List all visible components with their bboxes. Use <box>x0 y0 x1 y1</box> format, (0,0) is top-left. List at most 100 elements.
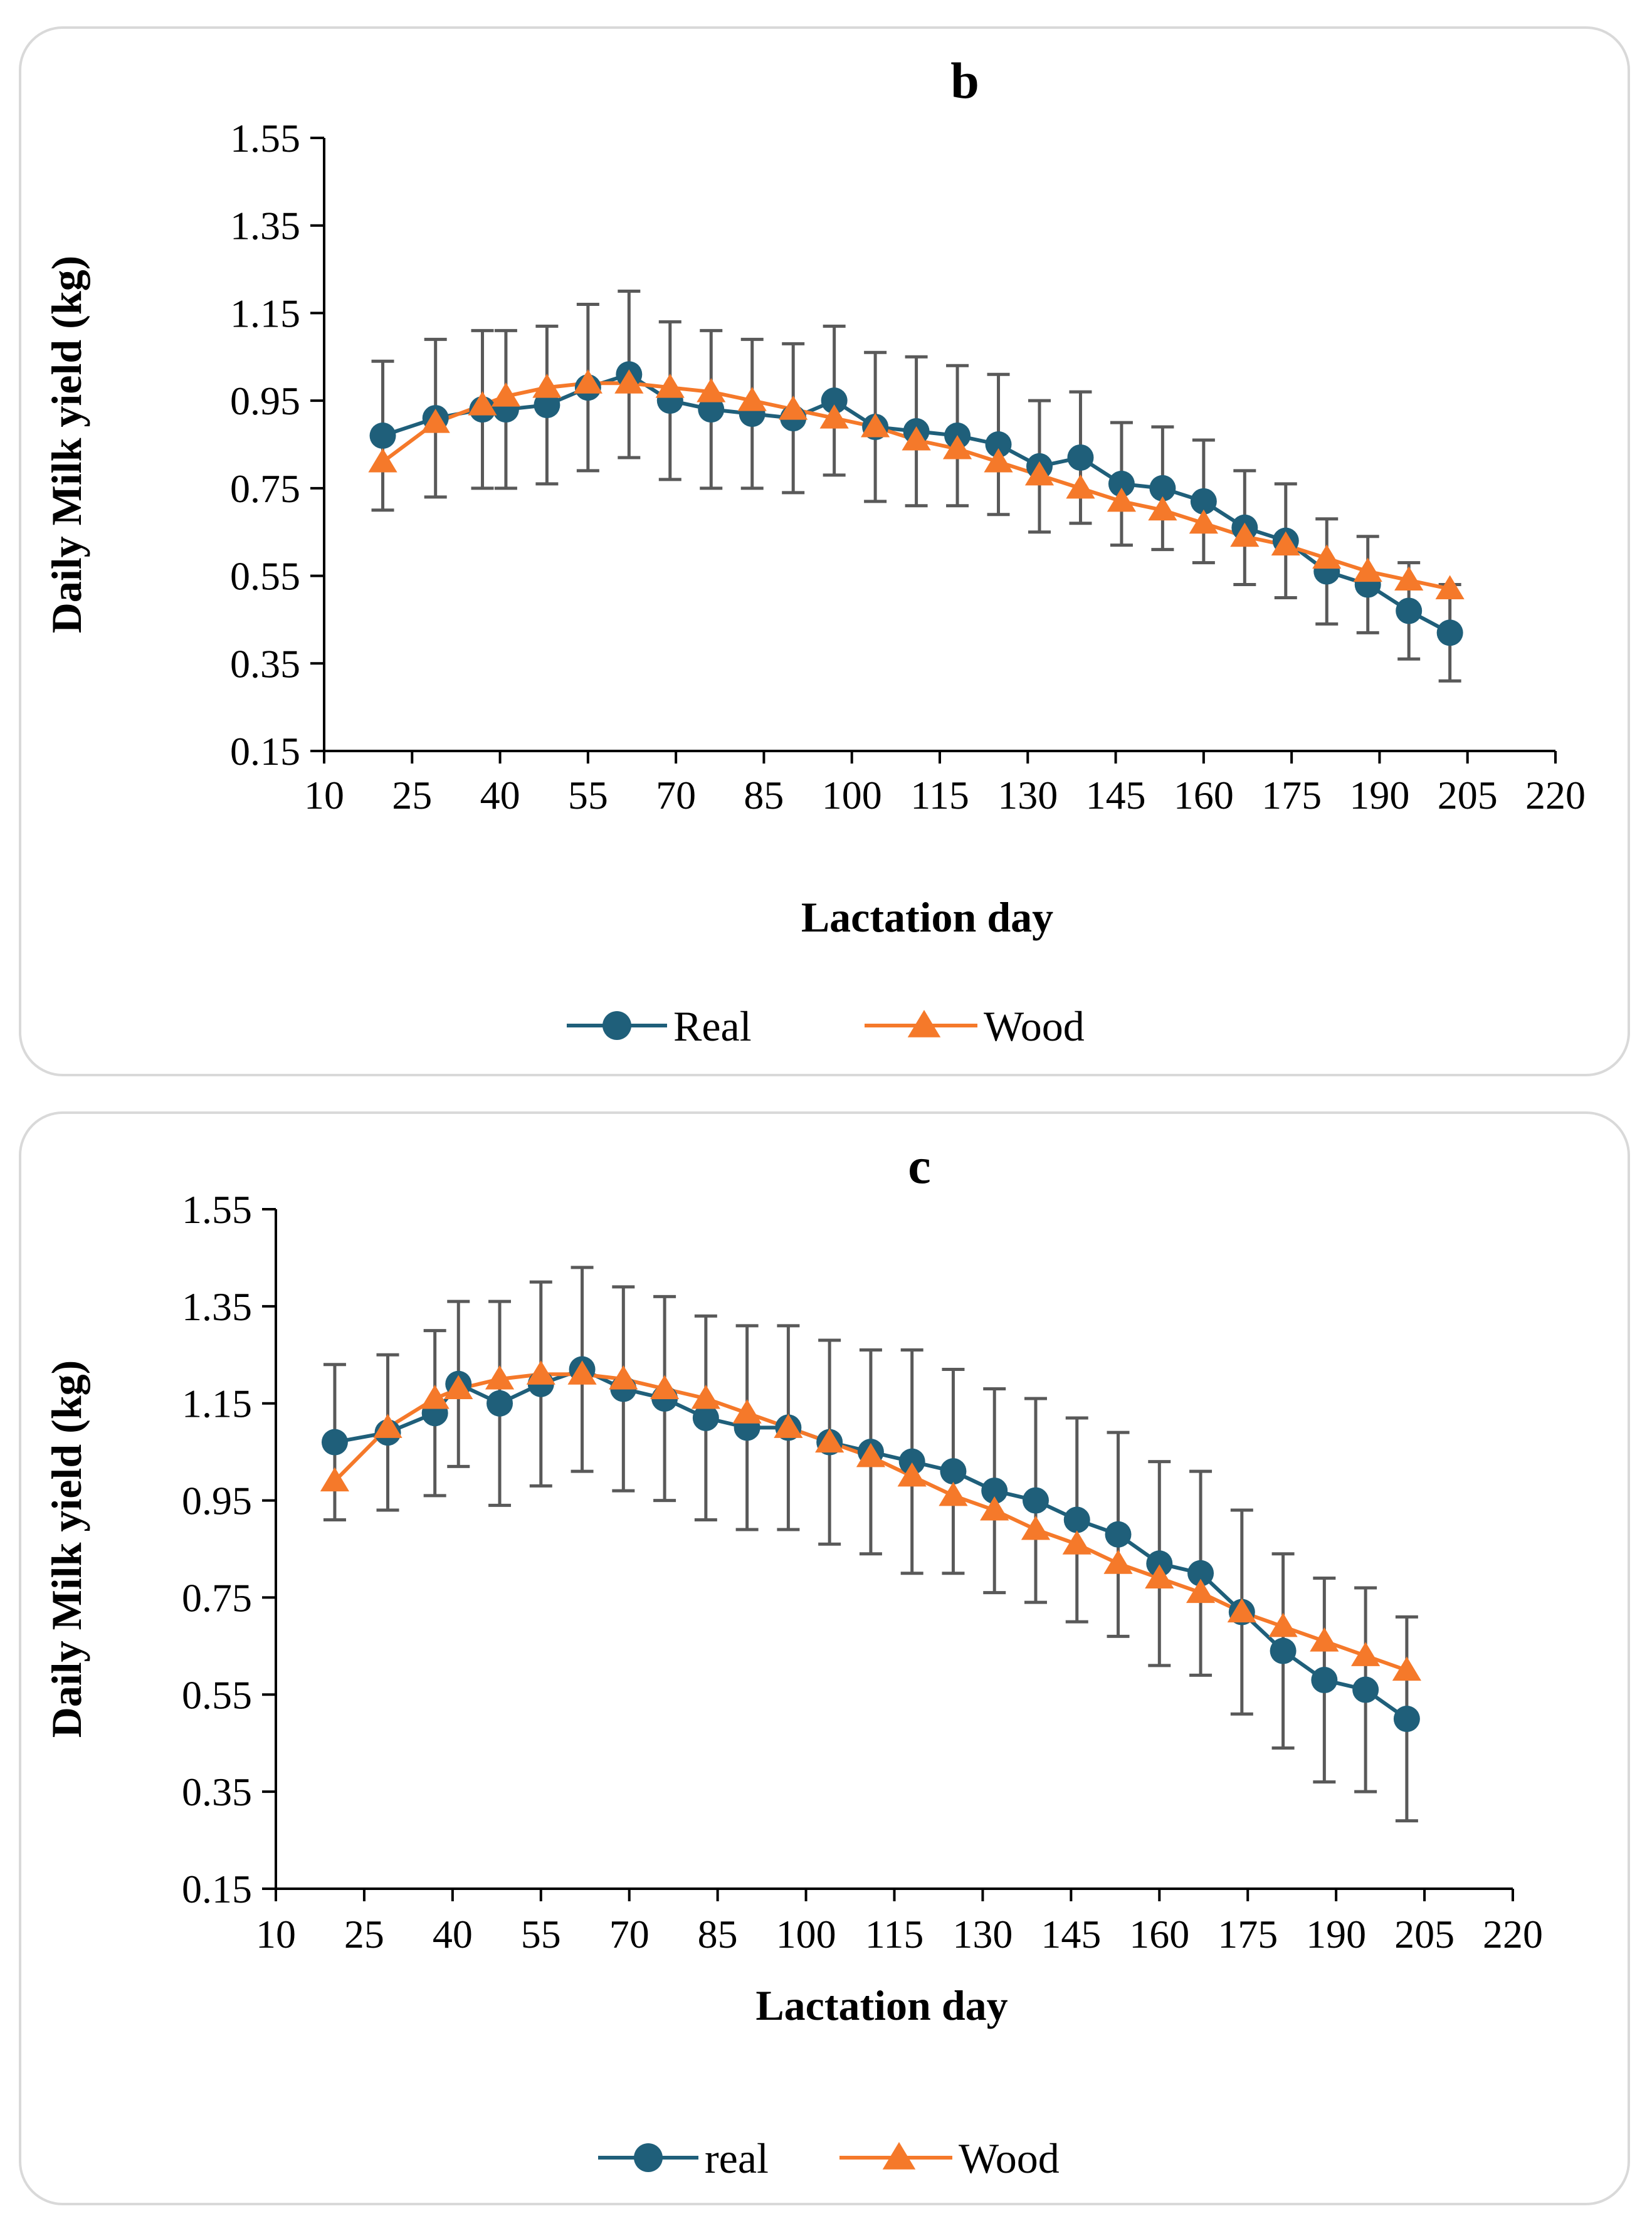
data-point-real <box>940 1458 967 1485</box>
data-point-real <box>321 1429 348 1456</box>
data-point-real <box>534 392 560 419</box>
x-tick-label: 25 <box>344 1912 384 1956</box>
data-point-wood <box>1268 1612 1298 1637</box>
data-point-wood <box>1189 509 1218 534</box>
y-tick-label: 0.75 <box>182 1575 252 1620</box>
data-point-wood <box>614 369 644 394</box>
data-point-real <box>1311 1667 1338 1694</box>
y-tick-label: 0.95 <box>230 379 300 423</box>
y-axis-label: Daily Milk yield (kg) <box>43 1360 90 1738</box>
data-point-real <box>1352 1676 1379 1703</box>
legend-label-real: real <box>705 2134 769 2182</box>
chart-panel-b: b 1.55 1.35 1.15 0.95 0.75 0.55 0.35 0.15 10 25 40 5… <box>19 26 1630 1076</box>
data-point-real <box>1393 1706 1420 1732</box>
x-tick-label: 55 <box>568 773 608 817</box>
data-point-wood <box>1066 474 1095 499</box>
data-point-real <box>981 1478 1008 1504</box>
data-point-wood <box>902 426 931 451</box>
data-point-wood <box>856 1442 886 1467</box>
legend-label-real: Real <box>673 1002 752 1050</box>
data-point-wood <box>1062 1530 1092 1555</box>
data-point-wood <box>567 1360 597 1385</box>
data-point-wood <box>485 1365 515 1390</box>
legend-marker-wood <box>882 2142 916 2170</box>
data-point-wood <box>1394 566 1424 591</box>
data-point-real <box>985 431 1012 458</box>
data-point-wood <box>1271 531 1300 556</box>
x-tick-label: 100 <box>776 1912 836 1956</box>
data-point-wood <box>861 413 890 438</box>
data-point-wood <box>655 374 685 398</box>
data-point-wood <box>819 404 849 429</box>
data-point-wood <box>609 1365 638 1390</box>
data-point-wood <box>1021 1516 1051 1540</box>
y-tick-label: 1.55 <box>230 116 300 160</box>
data-point-wood <box>737 387 767 411</box>
x-tick-label: 130 <box>952 1912 1013 1956</box>
data-point-wood <box>691 1384 720 1409</box>
data-point-wood <box>939 1481 968 1506</box>
data-point-wood <box>779 396 808 420</box>
y-tick-label: 1.35 <box>230 204 300 248</box>
data-point-wood <box>1145 1564 1174 1588</box>
data-point-wood <box>1103 1550 1133 1574</box>
x-tick-label: 115 <box>865 1912 924 1956</box>
x-tick-label: 55 <box>521 1912 561 1956</box>
data-point-wood <box>1148 496 1177 521</box>
data-point-real <box>1187 1560 1214 1587</box>
data-point-wood <box>774 1414 803 1438</box>
x-tick-label: 70 <box>609 1912 650 1956</box>
y-tick-label: 0.55 <box>230 554 300 599</box>
data-point-wood <box>942 434 972 459</box>
y-tick-label: 0.55 <box>182 1672 252 1717</box>
x-tick-label: 160 <box>1174 773 1234 817</box>
data-point-wood <box>1024 461 1055 486</box>
data-point-wood <box>1186 1578 1216 1604</box>
legend-marker-real <box>634 2143 663 2172</box>
data-point-wood <box>1107 487 1137 512</box>
x-tick-label: 175 <box>1261 773 1322 817</box>
y-tick-label: 0.15 <box>230 729 300 774</box>
x-axis-label: Lactation day <box>755 1982 1008 2029</box>
x-tick-label: 190 <box>1349 773 1409 817</box>
data-point-real <box>898 1448 925 1475</box>
data-point-wood <box>1351 1642 1381 1666</box>
data-point-wood <box>573 369 602 394</box>
y-tick-label: 1.35 <box>182 1284 252 1329</box>
y-axis-label: Daily Milk yield (kg) <box>43 256 90 634</box>
data-point-wood <box>984 448 1013 473</box>
data-point-wood <box>897 1462 927 1487</box>
x-axis-label: Lactation day <box>801 893 1053 941</box>
data-point-wood <box>373 1414 402 1438</box>
data-point-wood <box>444 1375 473 1399</box>
chart-panel-c: c 1.55 1.35 1.15 0.95 0.75 0.55 0.35 0.15 10 25 40 5… <box>19 1111 1630 2205</box>
legend-marker-wood <box>907 1010 941 1037</box>
data-point-real <box>821 387 848 414</box>
data-point-wood <box>732 1399 762 1424</box>
y-tick-label: 0.35 <box>230 641 300 686</box>
x-tick-label: 175 <box>1218 1912 1278 1956</box>
x-tick-label: 205 <box>1394 1912 1455 1956</box>
data-point-wood <box>1312 544 1342 569</box>
data-point-wood <box>491 382 521 407</box>
x-tick-label: 220 <box>1525 773 1586 817</box>
x-tick-label: 100 <box>822 773 882 817</box>
x-tick-label: 145 <box>1041 1912 1101 1956</box>
x-tick-label: 220 <box>1483 1912 1543 1956</box>
x-tick-label: 115 <box>910 773 969 817</box>
data-point-wood <box>420 1384 450 1409</box>
data-point-wood <box>650 1375 680 1399</box>
x-tick-label: 160 <box>1129 1912 1189 1956</box>
data-point-wood <box>526 1360 555 1385</box>
chart-title: b <box>950 52 979 109</box>
x-tick-label: 85 <box>698 1912 738 1956</box>
legend-label-wood: Wood <box>984 1002 1085 1050</box>
y-tick-label: 1.55 <box>182 1187 252 1232</box>
y-tick-label: 0.95 <box>182 1479 252 1523</box>
x-tick-label: 10 <box>256 1912 296 1956</box>
data-point-real <box>1190 488 1217 515</box>
data-point-wood <box>1435 575 1465 600</box>
data-point-wood <box>815 1428 844 1453</box>
